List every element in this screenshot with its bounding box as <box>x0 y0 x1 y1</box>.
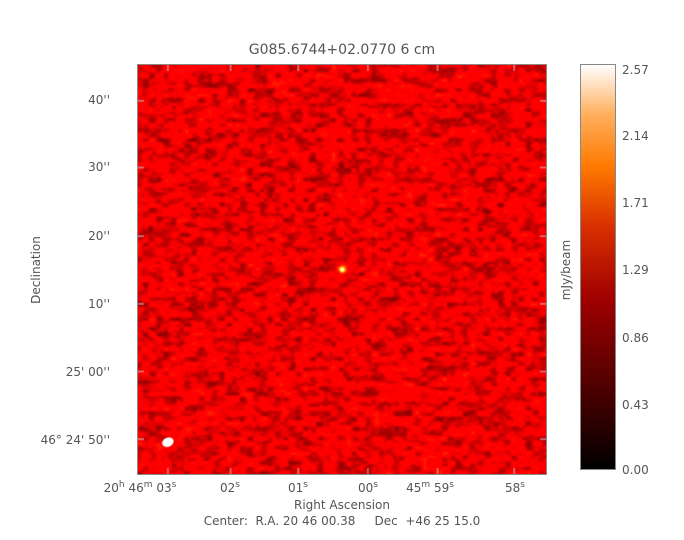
x-axis-label: Right Ascension <box>294 498 390 512</box>
ra-tick: 00s <box>358 480 378 495</box>
dec-degree-prefix: 46° <box>40 433 62 447</box>
ra-tick: 45m 59s <box>406 480 454 495</box>
ra-sec: 59 <box>433 481 450 495</box>
ra-tick: 02s <box>220 480 240 495</box>
dec-tick: 10'' <box>88 297 110 311</box>
plot-title: G085.6744+02.0770 6 cm <box>248 42 436 58</box>
dec-tick-label: 24' 50'' <box>65 433 110 447</box>
colorbar-tick: 0.86 <box>622 331 649 345</box>
ra-tick: 20h 46m 03s <box>103 480 177 495</box>
ra-sec: 58 <box>505 481 521 495</box>
colorbar-tick: 1.71 <box>622 196 649 210</box>
dec-tick: 25' 00'' <box>65 365 110 379</box>
ra-tick: 58s <box>505 480 525 495</box>
colorbar <box>580 64 616 470</box>
ra-tick: 01s <box>288 480 308 495</box>
ra-hours: 20 <box>103 481 119 495</box>
ra-sec: 02 <box>220 481 236 495</box>
colorbar-tick: 2.57 <box>622 63 649 77</box>
y-axis-label: Declination <box>29 236 43 304</box>
colorbar-label: mJy/beam <box>559 239 573 301</box>
ra-sec: 00 <box>358 481 374 495</box>
radio-image <box>137 64 547 475</box>
colorbar-tick: 0.00 <box>622 463 649 477</box>
center-coordinates: Center: R.A. 20 46 00.38 Dec +46 25 15.0 <box>203 514 481 528</box>
ra-min: 45 <box>406 481 422 495</box>
dec-tick: 40'' <box>88 93 110 107</box>
ra-sec: 01 <box>288 481 304 495</box>
dec-tick: 46° 24' 50'' <box>41 433 110 447</box>
ra-sec: 03 <box>156 481 172 495</box>
colorbar-tick: 1.29 <box>622 263 649 277</box>
dec-tick: 30'' <box>88 160 110 174</box>
colorbar-tick: 0.43 <box>622 398 649 412</box>
dec-tick: 20'' <box>88 229 110 243</box>
colorbar-tick: 2.14 <box>622 129 649 143</box>
ra-min: 46 <box>128 481 144 495</box>
